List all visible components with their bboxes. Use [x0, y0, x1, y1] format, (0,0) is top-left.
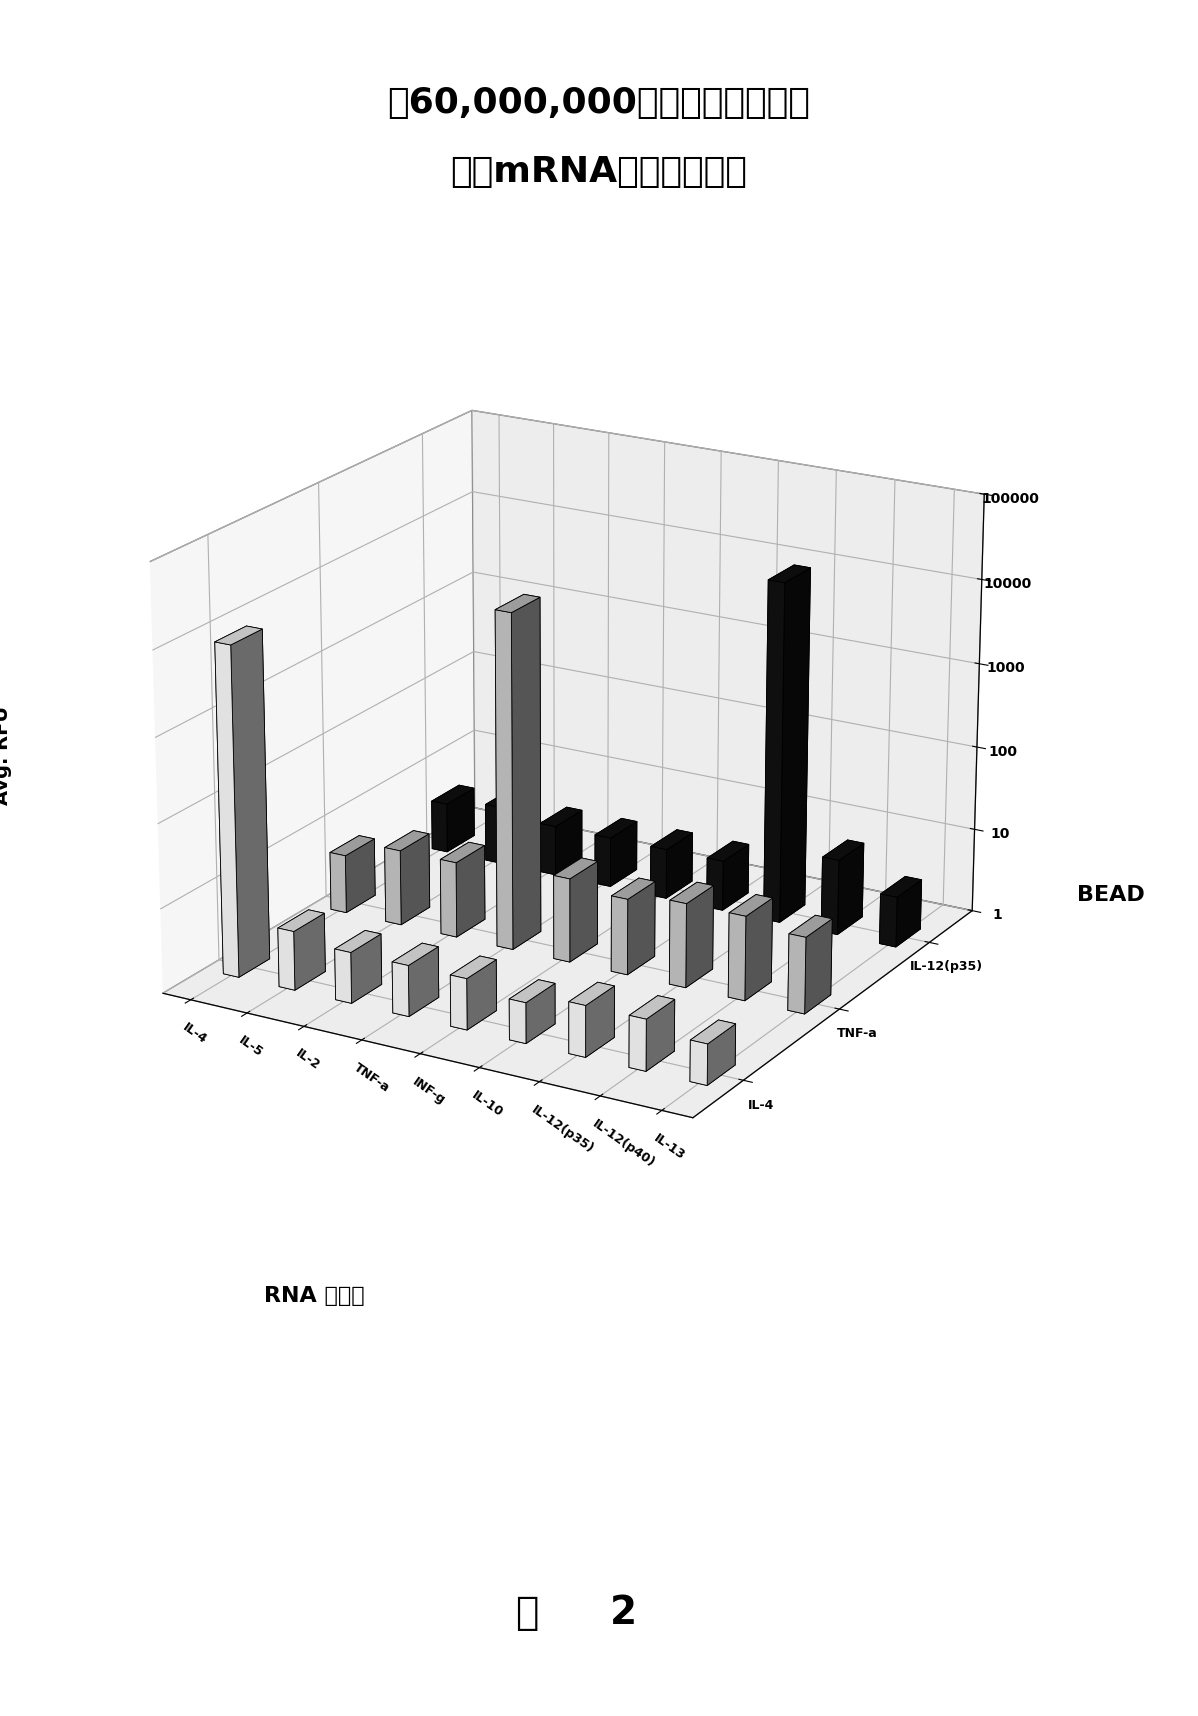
Text: Avg. RFU: Avg. RFU: [0, 705, 12, 805]
Text: 图: 图: [515, 1594, 539, 1632]
Text: 寶60,000,000个靶标分子进行的: 寶60,000,000个靶标分子进行的: [388, 86, 810, 120]
Text: RNA 转录物: RNA 转录物: [264, 1285, 364, 1306]
Text: 多重mRNA分析的特异性: 多重mRNA分析的特异性: [450, 154, 748, 189]
Text: BEAD: BEAD: [1077, 885, 1145, 906]
Text: 2: 2: [610, 1594, 636, 1632]
